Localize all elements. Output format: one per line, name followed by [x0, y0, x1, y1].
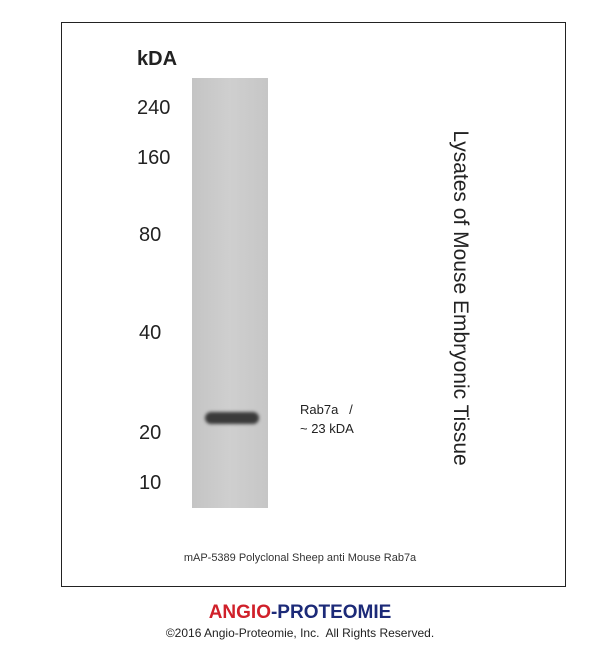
brand-sep: - [270, 602, 278, 623]
marker-40: 40 [139, 322, 162, 344]
marker-160: 160 [137, 147, 171, 169]
brand-part2: PROTEOMIE [277, 602, 392, 623]
band-label-size: ~ 23 kDA [300, 421, 354, 436]
marker-20: 20 [139, 422, 162, 444]
marker-10: 10 [139, 472, 162, 494]
marker-80: 80 [139, 224, 162, 246]
blot-lane [192, 78, 268, 508]
brand-part1: ANGIO [208, 602, 271, 623]
unit-label: kDA [137, 48, 178, 70]
copyright: ©2016 Angio-Proteomie, Inc. All Rights R… [165, 626, 435, 640]
band-label-name: Rab7a / [300, 402, 353, 417]
caption: mAP-5389 Polyclonal Sheep anti Mouse Rab… [183, 552, 417, 564]
marker-240: 240 [137, 97, 171, 119]
protein-band [205, 412, 259, 424]
side-label: Lysates of Mouse Embryonic Tissue [449, 130, 472, 466]
brand-logo: ANGIO-PROTEOMIE [0, 602, 600, 624]
figure-frame [61, 22, 566, 587]
